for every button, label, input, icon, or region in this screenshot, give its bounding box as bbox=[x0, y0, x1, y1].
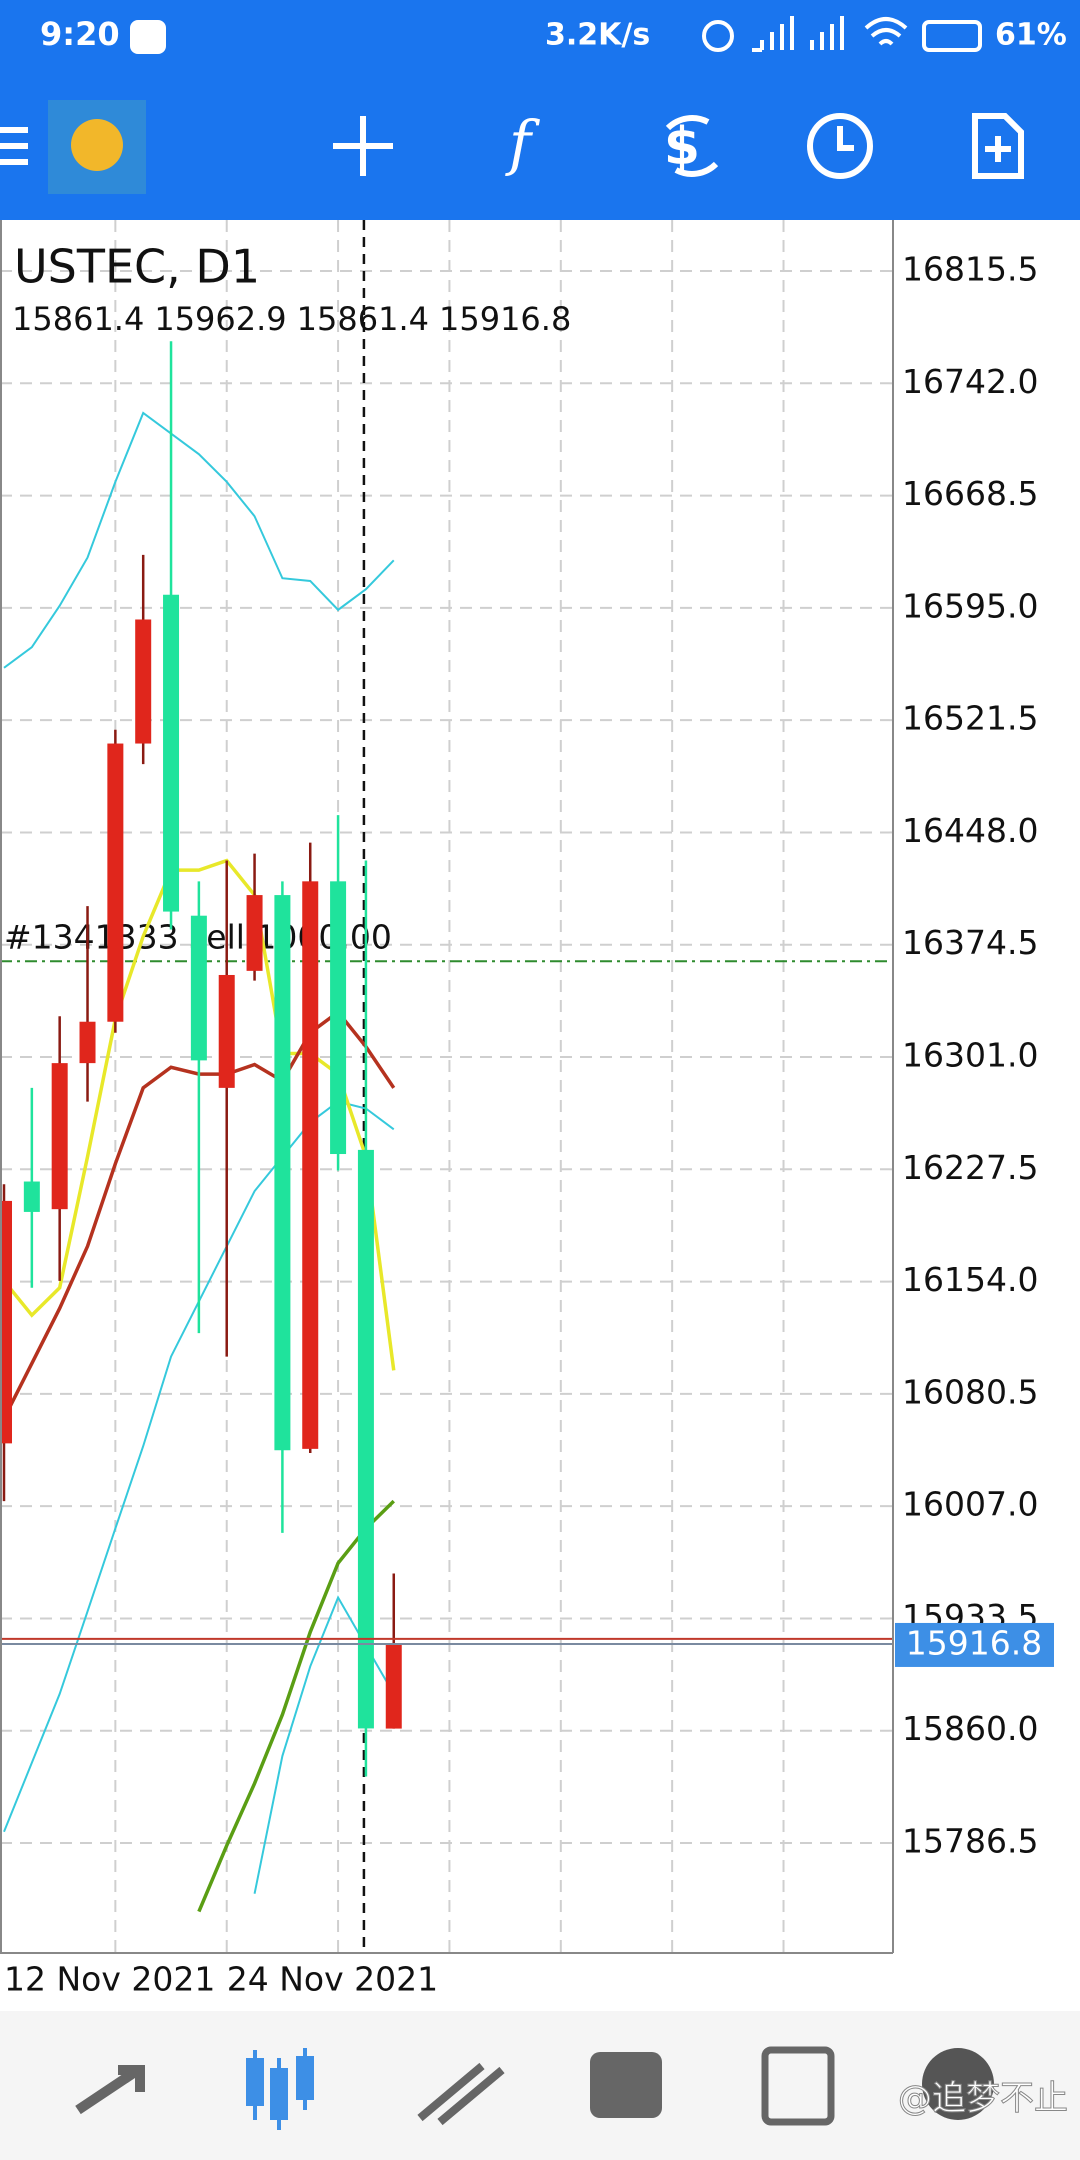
status-speed: 3.2K/s bbox=[545, 18, 650, 53]
y-tick-label: 15786.5 bbox=[902, 1822, 1038, 1861]
watermark: @追梦不止 bbox=[898, 2079, 1068, 2119]
y-tick-label: 16668.5 bbox=[902, 474, 1038, 513]
y-tick-label: 16080.5 bbox=[902, 1372, 1038, 1411]
chart-bg bbox=[0, 220, 1080, 2011]
ohlc-value: 15916.8 bbox=[439, 300, 571, 338]
candle-body bbox=[302, 881, 319, 1449]
chart-title: USTEC, D1 bbox=[14, 240, 260, 294]
x-tick-label: 12 Nov 2021 bbox=[4, 1960, 215, 1999]
candle-body bbox=[190, 915, 207, 1061]
status-time: 9:20 bbox=[40, 15, 120, 53]
candle-body bbox=[163, 594, 180, 912]
status-icon bbox=[130, 20, 166, 54]
candle-body bbox=[246, 895, 263, 971]
candle-body bbox=[385, 1643, 402, 1729]
trade-icon[interactable]: $ bbox=[664, 117, 700, 177]
candle-body bbox=[51, 1063, 68, 1210]
candle-body bbox=[357, 1149, 374, 1729]
bid-label: 15916.8 bbox=[906, 1623, 1042, 1662]
y-tick-label: 16007.0 bbox=[902, 1485, 1038, 1524]
indicator-line bbox=[3, 411, 395, 669]
y-tick-label: 16595.0 bbox=[902, 586, 1038, 625]
status-battery: 61% bbox=[995, 18, 1067, 53]
y-tick-label: 16742.0 bbox=[902, 362, 1038, 401]
candle-body bbox=[0, 1200, 12, 1444]
candle-body bbox=[218, 974, 235, 1088]
toolbar-icons[interactable] bbox=[0, 113, 1024, 179]
candle-body bbox=[107, 743, 124, 1022]
ohlc-value: 15962.9 bbox=[154, 300, 286, 338]
y-tick-label: 16374.5 bbox=[902, 923, 1038, 962]
y-tick-label: 16301.0 bbox=[902, 1036, 1038, 1075]
y-tick-label: 16154.0 bbox=[902, 1260, 1038, 1299]
x-tick-label: 24 Nov 2021 bbox=[227, 1960, 438, 1999]
y-tick-label: 16448.0 bbox=[902, 811, 1038, 850]
candle-body bbox=[274, 895, 291, 1451]
candle-body bbox=[79, 1021, 96, 1064]
top-bar bbox=[0, 0, 1080, 220]
bottom-nav-icons[interactable] bbox=[75, 2046, 994, 2130]
candle-body bbox=[330, 881, 347, 1155]
y-tick-label: 16815.5 bbox=[902, 250, 1038, 289]
y-tick-label: 16521.5 bbox=[902, 699, 1038, 738]
bid-tag bbox=[895, 1622, 1054, 1667]
app-logo-mark bbox=[71, 119, 123, 171]
bottom-nav bbox=[0, 2011, 1080, 2160]
status-icons bbox=[702, 16, 982, 52]
candle-body bbox=[135, 619, 152, 744]
y-tick-label: 15860.0 bbox=[902, 1709, 1038, 1748]
candle-body bbox=[23, 1181, 40, 1212]
y-tick-label: 16227.5 bbox=[902, 1148, 1038, 1187]
indicator-line bbox=[2, 858, 396, 1371]
ohlc-value: 15861.4 bbox=[12, 300, 144, 338]
ohlc-header: 15861.4 15962.9 15861.4 15916.8 bbox=[12, 300, 571, 338]
